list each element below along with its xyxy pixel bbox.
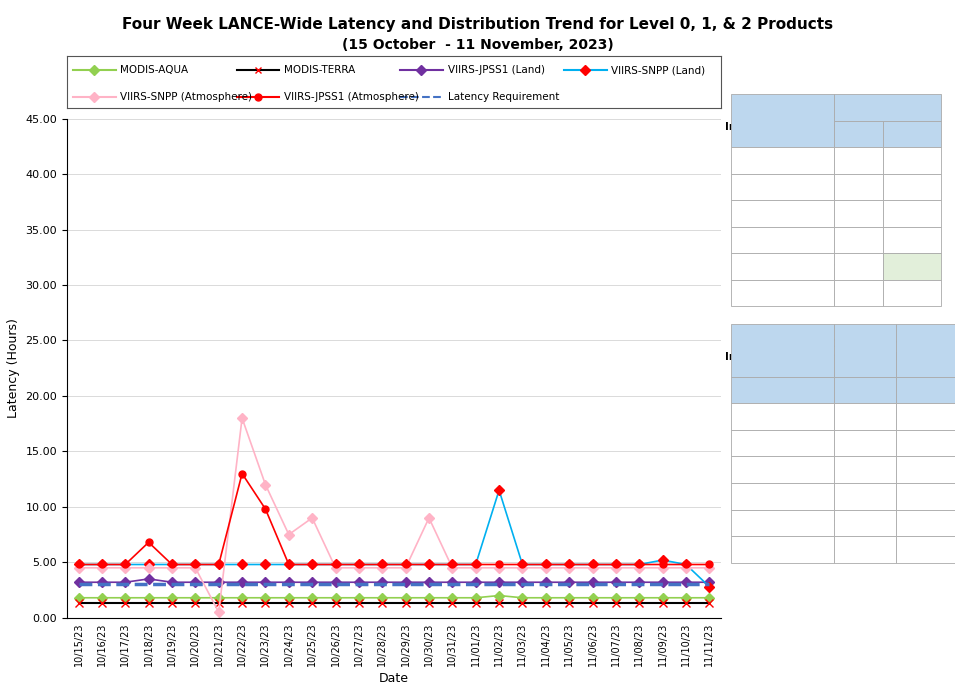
- Text: VIIRS-SNPP (Land): VIIRS-SNPP (Land): [734, 491, 829, 501]
- Text: 142.97: 142.97: [901, 262, 937, 272]
- Text: 11,661,046: 11,661,046: [895, 412, 954, 422]
- Text: Average
Latency (Min): Average Latency (Min): [847, 96, 927, 119]
- Text: MODIS-TERRA: MODIS-TERRA: [284, 66, 355, 75]
- Text: 92: 92: [866, 182, 880, 192]
- Text: 4,908,144: 4,908,144: [902, 491, 954, 501]
- Text: MODIS-AQUA: MODIS-AQUA: [120, 66, 189, 75]
- Text: Four Week LANCE-Wide Latency and Distribution Trend for Level 0, 1, & 2 Products: Four Week LANCE-Wide Latency and Distrib…: [122, 17, 833, 32]
- Text: VIIRS-JPSS1 (Land): VIIRS-JPSS1 (Land): [734, 465, 832, 475]
- Text: 100: 100: [917, 156, 937, 165]
- Text: VIIRS-SNPP (Atmosphere): VIIRS-SNPP (Atmosphere): [120, 91, 252, 102]
- Text: 34,203.40: 34,203.40: [839, 465, 892, 475]
- X-axis label: Date: Date: [379, 671, 409, 685]
- Text: VIIRS-JPSS1 (Land): VIIRS-JPSS1 (Land): [448, 66, 544, 75]
- Text: 185: 185: [917, 209, 937, 218]
- Text: 42,894.54: 42,894.54: [838, 491, 892, 501]
- Text: 200: 200: [860, 288, 880, 298]
- Text: 85,020.73: 85,020.73: [839, 412, 892, 422]
- Text: 6,547,501: 6,547,501: [902, 438, 954, 448]
- Text: Curr-Wk: Curr-Wk: [889, 129, 937, 139]
- Text: 4-Wk: 4-Wk: [862, 385, 892, 395]
- Text: 4-Wk: 4-Wk: [850, 129, 880, 139]
- Text: 1,028.40: 1,028.40: [846, 544, 892, 554]
- Text: VIIRS-SNPP (Land): VIIRS-SNPP (Land): [611, 66, 705, 75]
- Text: MODIS-AQUA: MODIS-AQUA: [734, 412, 802, 422]
- Text: Distribution
Vol (GB): Distribution Vol (GB): [830, 339, 900, 362]
- Text: VIIRS-SNPP (Atmosphere): VIIRS-SNPP (Atmosphere): [734, 262, 866, 272]
- Text: # of Files
Distributed: # of Files Distributed: [894, 339, 955, 362]
- Text: 879.30: 879.30: [856, 518, 892, 528]
- Text: MODIS-TERRA: MODIS-TERRA: [734, 438, 806, 448]
- Text: VIIRS-JPSS1 (Atmosphere): VIIRS-JPSS1 (Atmosphere): [734, 544, 869, 554]
- Text: 247: 247: [860, 262, 880, 272]
- Text: MODIS-TERRA: MODIS-TERRA: [734, 182, 806, 192]
- Text: 234: 234: [860, 209, 880, 218]
- Text: 75,864.90: 75,864.90: [839, 438, 892, 448]
- Text: 2,861,205: 2,861,205: [902, 465, 954, 475]
- Text: 84: 84: [923, 182, 937, 192]
- Text: VIIRS-JPSS1 (Land): VIIRS-JPSS1 (Land): [734, 209, 832, 218]
- Text: VIIRS-SNPP (Land): VIIRS-SNPP (Land): [734, 235, 829, 245]
- Text: (15 October  - 11 November, 2023): (15 October - 11 November, 2023): [342, 38, 613, 52]
- Y-axis label: Latency (Hours): Latency (Hours): [7, 318, 20, 418]
- Text: VIIRS-JPSS1 (Atmosphere): VIIRS-JPSS1 (Atmosphere): [284, 91, 419, 102]
- Text: 110: 110: [860, 156, 880, 165]
- Text: 4-Wk: 4-Wk: [924, 385, 954, 395]
- Text: 277: 277: [860, 235, 880, 245]
- Text: 121: 121: [917, 288, 937, 298]
- Text: 20,844: 20,844: [918, 518, 954, 528]
- Text: MODIS-AQUA: MODIS-AQUA: [734, 156, 802, 165]
- Text: 232: 232: [917, 235, 937, 245]
- Text: 19,400: 19,400: [918, 544, 954, 554]
- Text: Latency Requirement: Latency Requirement: [448, 91, 559, 102]
- Text: VIIRS-JPSS1 (Atmosphere): VIIRS-JPSS1 (Atmosphere): [734, 288, 869, 298]
- Text: VIIRS-SNPP (Atmosphere): VIIRS-SNPP (Atmosphere): [734, 518, 866, 528]
- Text: LANCE
Instrument-Mission: LANCE Instrument-Mission: [725, 110, 839, 132]
- Text: LANCE
Instrument-Mission: LANCE Instrument-Mission: [725, 339, 839, 362]
